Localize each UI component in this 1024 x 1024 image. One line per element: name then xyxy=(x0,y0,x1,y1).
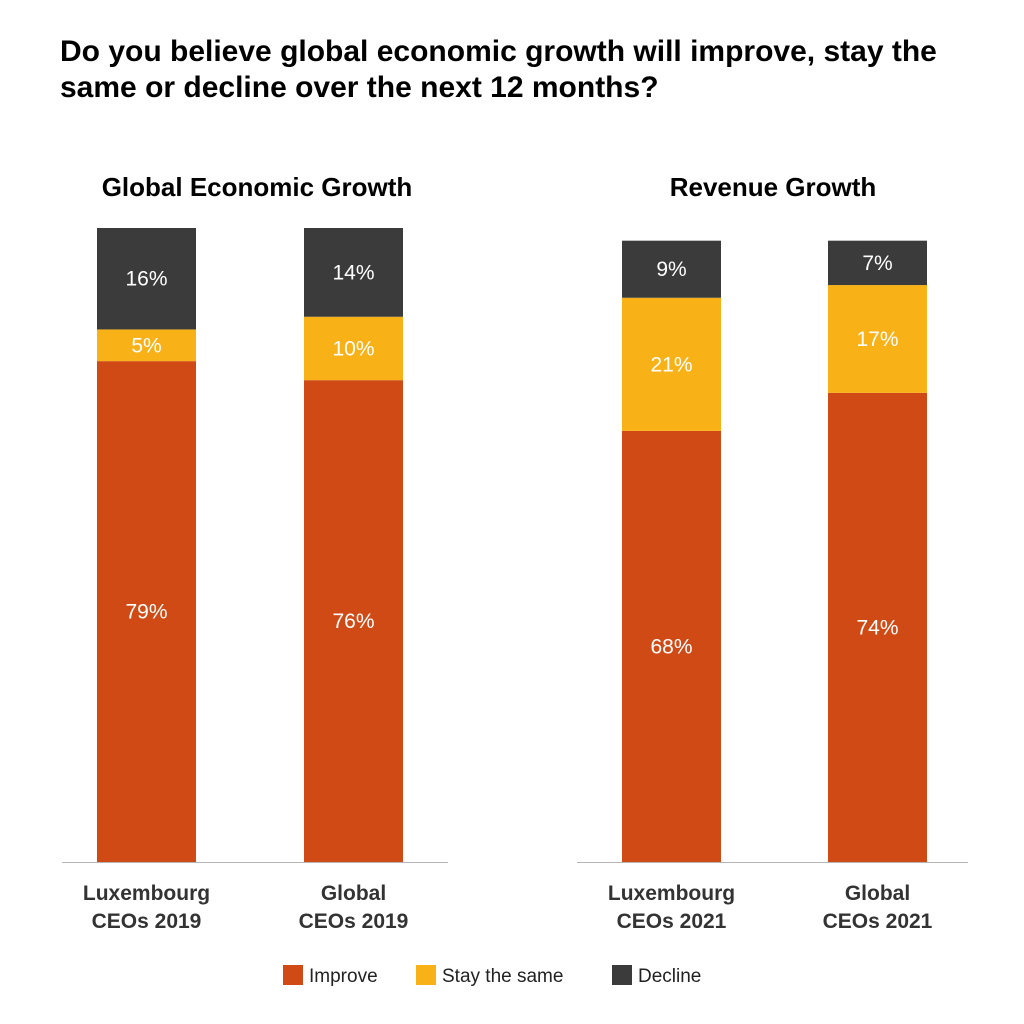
bar-segment-same xyxy=(97,329,196,362)
chart-panel-2: Revenue Growth 68% 21% 9% Luxembourg CEOs 202… xyxy=(577,172,968,933)
bar-segment-improve xyxy=(622,430,721,862)
category-label: Global xyxy=(845,882,910,905)
category-label: Luxembourg xyxy=(608,882,735,905)
data-label-improve: 76% xyxy=(332,610,374,633)
legend-item-same: Stay the same xyxy=(416,965,563,987)
bar-segment-same xyxy=(828,285,927,393)
bar-segment-improve xyxy=(304,380,403,862)
category-label: CEOs 2021 xyxy=(823,910,933,933)
category-label: CEOs 2019 xyxy=(92,910,202,933)
legend-label: Decline xyxy=(638,966,701,987)
legend-swatch xyxy=(612,965,632,985)
data-label-decline: 7% xyxy=(862,252,892,275)
data-label-same: 5% xyxy=(131,334,161,357)
data-label-same: 17% xyxy=(856,328,898,351)
bar-segment-decline xyxy=(304,228,403,317)
legend-item-improve: Improve xyxy=(283,965,378,987)
data-label-decline: 16% xyxy=(125,268,167,291)
bar-segment-decline xyxy=(622,240,721,298)
data-label-improve: 79% xyxy=(125,601,167,624)
bar-segment-same xyxy=(622,297,721,431)
legend-item-decline: Decline xyxy=(612,965,701,987)
category-label: CEOs 2019 xyxy=(299,910,409,933)
legend-swatch xyxy=(283,965,303,985)
data-label-decline: 9% xyxy=(656,258,686,281)
data-label-decline: 14% xyxy=(332,261,374,284)
legend-label: Improve xyxy=(309,966,378,987)
data-label-same: 21% xyxy=(650,353,692,376)
bar-segment-improve xyxy=(828,392,927,862)
legend-swatch xyxy=(416,965,436,985)
legend: Improve Stay the same Decline xyxy=(283,965,701,987)
bar-segment-improve xyxy=(97,361,196,862)
data-label-same: 10% xyxy=(332,337,374,360)
chart-panel-1: Global Economic Growth 79% 5% 16% Luxembourg… xyxy=(62,172,448,933)
bar-segment-decline xyxy=(828,240,927,286)
chart-panels: Global Economic Growth 79% 5% 16% Luxembourg… xyxy=(62,172,968,933)
data-label-improve: 74% xyxy=(856,616,898,639)
category-label: CEOs 2021 xyxy=(617,910,727,933)
legend-label: Stay the same xyxy=(442,966,563,987)
bar-segment-decline xyxy=(97,228,196,330)
category-label: Global xyxy=(321,882,386,905)
category-label: Luxembourg xyxy=(83,882,210,905)
panel-title: Revenue Growth xyxy=(670,172,877,202)
chart-question-title: Do you believe global economic growth wi… xyxy=(60,35,937,104)
panel-title: Global Economic Growth xyxy=(102,172,413,202)
data-label-improve: 68% xyxy=(650,635,692,658)
bar-segment-same xyxy=(304,316,403,381)
